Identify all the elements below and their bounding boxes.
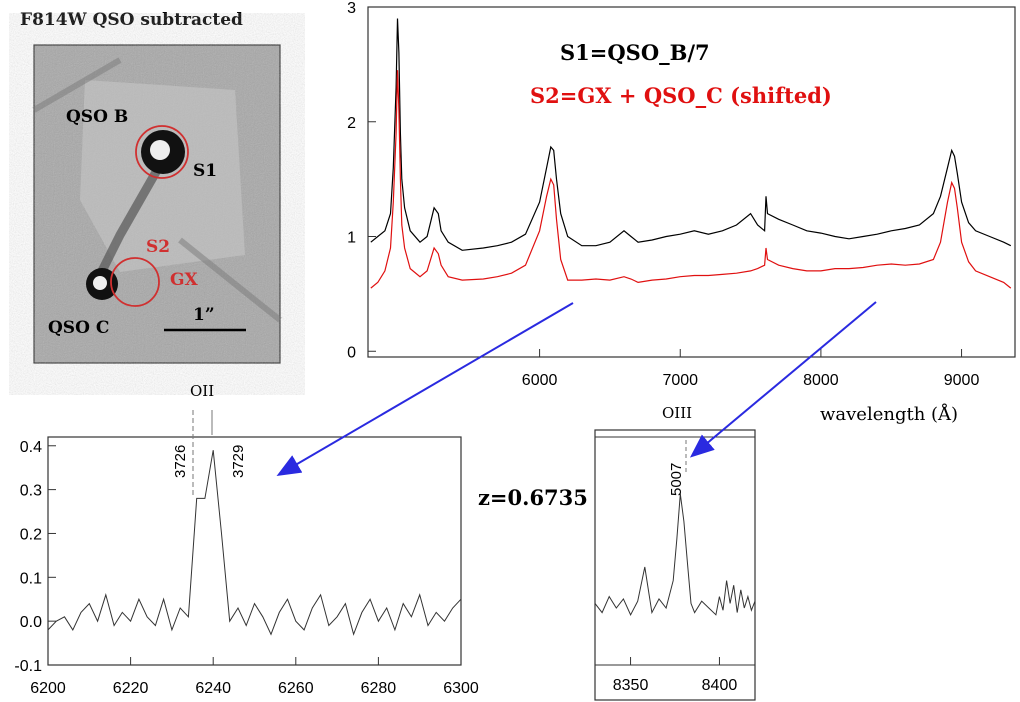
oiii-spectrum-line [595, 493, 755, 616]
oii-x-tick-label: 6260 [278, 680, 314, 697]
oii-y-tick-label: 0.1 [20, 570, 42, 587]
arrow-to-oii [276, 302, 574, 477]
oiii-x-tick-label: 8400 [702, 677, 738, 694]
image-panel-title: F814W QSO subtracted [20, 10, 243, 30]
oii-y-tick-label: 0.2 [20, 526, 42, 543]
oii-plot-frame [47, 436, 462, 666]
legend-s2: S2=GX + QSO_C (shifted) [530, 83, 832, 108]
main-x-tick-label: 7000 [662, 372, 698, 389]
qso-b-label: QSO B [66, 107, 128, 127]
oiii-axis-ticks: 8350 8400 [613, 657, 738, 694]
oii-y-tick-label: -0.1 [14, 658, 42, 675]
oii-line-name: OII [190, 382, 214, 400]
oii-x-tick-label: 6220 [113, 680, 149, 697]
s1-aperture-circle [135, 125, 189, 179]
oiii-line-name: OIII [662, 404, 692, 422]
oii-x-tick-label: 6300 [443, 680, 479, 697]
main-y-tick-label: 2 [347, 115, 356, 132]
main-x-tick-label: 6000 [522, 372, 558, 389]
redshift-label: z=0.6735 [478, 485, 588, 510]
s1-label: S1 [193, 161, 217, 181]
galaxy-arc [95, 162, 164, 278]
oii-3729-label: 3729 [230, 445, 247, 478]
oii-x-tick-label: 6240 [195, 680, 231, 697]
s2-label: S2 [146, 237, 170, 257]
qso-c-core [93, 276, 107, 290]
series-s1-line [370, 18, 1012, 251]
gx-label: GX [170, 270, 199, 290]
oii-y-tick-label: 0.3 [20, 483, 42, 500]
main-spectrum-panel: 6000 7000 8000 9000 0 1 2 3 S1=QSO_B/7 S2=GX + … [347, 0, 1016, 425]
oiii-x-tick-label: 8350 [613, 677, 649, 694]
legend-s1: S1=QSO_B/7 [560, 40, 710, 65]
oiii-plot-frame [594, 429, 756, 701]
oii-x-tick-label: 6280 [361, 680, 397, 697]
oiii-inset-panel: 8350 8400 OIII 5007 [594, 404, 756, 701]
main-plot-frame [367, 6, 1016, 358]
main-x-axis-label: wavelength (Å) [820, 403, 958, 425]
series-s2-line [370, 70, 1012, 289]
main-y-tick-label: 0 [347, 344, 356, 361]
main-y-tick-label: 3 [347, 0, 356, 17]
main-x-tick-label: 8000 [803, 372, 839, 389]
oii-y-tick-label: 0.4 [20, 439, 42, 456]
diffraction-spike [32, 57, 122, 113]
main-x-tick-label: 9000 [944, 372, 980, 389]
oii-spectrum-line [48, 450, 461, 636]
oiii-5007-label: 5007 [668, 463, 685, 496]
arrow-to-oiii [689, 301, 877, 458]
main-y-tick-label: 1 [347, 230, 356, 247]
main-axis-ticks: 6000 7000 8000 9000 0 1 2 3 [347, 0, 979, 389]
qso-c-label: QSO C [48, 318, 109, 338]
diffraction-spike-2 [178, 237, 282, 323]
oii-inset-panel: 6200 6220 6240 6260 6280 6300 -0.1 0.0 0.1 0.2 0.3… [14, 382, 478, 697]
image-panel: F814W QSO subtracted QSO B S1 S2 GX QSO … [20, 10, 282, 364]
oii-y-tick-label: 0.0 [20, 614, 42, 631]
oii-x-tick-label: 6200 [30, 680, 66, 697]
oii-3726-label: 3726 [172, 445, 189, 478]
scale-bar-label: 1” [193, 305, 215, 325]
s2-aperture-circle [110, 257, 160, 307]
qso-b-core [150, 140, 170, 160]
oii-axis-ticks: 6200 6220 6240 6260 6280 6300 -0.1 0.0 0.1 0.2 0.3… [14, 439, 478, 697]
